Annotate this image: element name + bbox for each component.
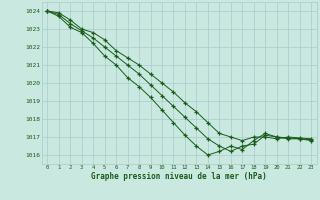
X-axis label: Graphe pression niveau de la mer (hPa): Graphe pression niveau de la mer (hPa) (91, 172, 267, 181)
